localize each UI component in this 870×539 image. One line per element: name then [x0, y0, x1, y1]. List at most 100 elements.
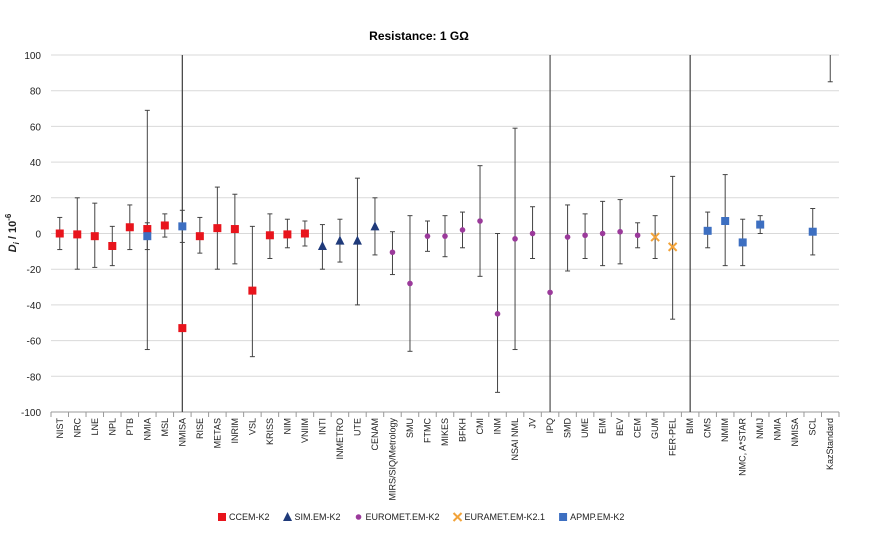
data-point [582, 232, 588, 239]
data-point [90, 232, 99, 241]
x-tick-label: CMI [475, 418, 485, 435]
data-point [529, 230, 536, 237]
x-tick-label: INM [493, 418, 503, 435]
x-axis: NIST NRC LNE NPL PTB NMIA MSL NMISA RISE METAS INR… [50, 412, 840, 501]
data-point [178, 324, 187, 333]
y-axis-label-rest: / 10 [7, 221, 19, 242]
data-point [407, 280, 413, 287]
x-tick-label: VSL [247, 418, 257, 435]
data-point [178, 222, 187, 231]
x-tick-label: NMISA [177, 418, 187, 447]
x-tick-label: FER-PEL [668, 418, 678, 456]
data-point [424, 233, 431, 239]
legend-item: EUROMET.EM-K2 [355, 512, 440, 522]
data-point [125, 223, 134, 232]
data-point [756, 220, 765, 229]
data-point [143, 225, 152, 234]
y-tick-label: 80 [30, 87, 42, 98]
x-tick-label: SMU [405, 418, 415, 438]
legend-label: EUROMET.EM-K2 [366, 512, 440, 522]
data-point [703, 226, 712, 235]
x-tick-label: CENAM [370, 418, 380, 451]
data-point [370, 221, 380, 231]
data-point [634, 232, 641, 239]
x-tick-label: BFKH [458, 418, 468, 442]
x-tick-label: MIRS/SIQ/Metrology [387, 418, 397, 501]
data-point [143, 232, 152, 241]
data-point [650, 232, 660, 242]
legend-item: EURAMET.EM-K2.1 [452, 512, 545, 522]
y-tick-label: 20 [30, 194, 42, 205]
legend-marker [355, 514, 362, 520]
x-tick-label: CMS [703, 418, 713, 438]
y-axis-label-exponent: -6 [4, 213, 13, 221]
x-tick-label: CEM [633, 418, 643, 438]
y-tick-label: -80 [27, 372, 42, 383]
data-point [230, 225, 239, 234]
y-tick-label: -100 [21, 408, 41, 419]
legend-label: APMP.EM-K2 [570, 512, 624, 522]
x-tick-label: GUM [650, 418, 660, 439]
x-tick-label: NMIA [142, 418, 152, 441]
x-tick-label: INMETRO [335, 418, 345, 460]
x-tick-label: NMISA [790, 418, 800, 447]
data-point [547, 289, 553, 296]
x-tick-label: NMIA [773, 418, 783, 441]
legend-marker [283, 512, 293, 521]
data-point [55, 229, 64, 238]
legend-label: SIM.EM-K2 [295, 512, 341, 522]
data-point [512, 236, 518, 242]
x-tick-label: MSL [160, 418, 170, 437]
x-tick-label: NIST [55, 418, 65, 439]
x-tick-label: NPL [107, 418, 117, 436]
x-tick-label: EIM [598, 418, 608, 434]
y-axis-label-main: D [7, 244, 19, 252]
data-point [160, 221, 169, 230]
data-point [477, 218, 483, 224]
x-tick-label: IPQ [545, 418, 555, 434]
error-bar [827, 55, 833, 83]
y-tick-label: 100 [24, 51, 41, 62]
y-tick-label: 60 [30, 122, 42, 133]
data-point [195, 232, 204, 241]
data-point [108, 241, 117, 250]
x-tick-label: METAS [212, 418, 222, 448]
x-tick-label: KRISS [265, 418, 275, 445]
y-tick-label: 0 [35, 230, 41, 241]
legend: CCEM-K2 SIM.EM-K2 EUROMET.EM-K2 EURAMET.EM-… [218, 512, 624, 522]
x-tick-label: NIM [282, 418, 292, 435]
legend-marker [559, 513, 568, 521]
chart-title: Resistance: 1 GΩ [369, 29, 469, 43]
data-point [808, 227, 817, 236]
data-point [494, 311, 501, 317]
x-tick-label: UTE [352, 418, 362, 436]
x-tick-label: NMIM [720, 418, 730, 442]
y-tick-label: -60 [27, 337, 42, 348]
x-tick-label: NRC [72, 418, 82, 438]
y-tick-label: -40 [27, 301, 42, 312]
x-tick-label: JV [528, 418, 538, 429]
data-point [300, 229, 309, 238]
x-tick-label: RISE [195, 418, 205, 439]
y-axis-label: Di / 10-6 [4, 213, 21, 252]
x-tick-label: INTI [317, 418, 327, 435]
legend-item: CCEM-K2 [218, 512, 270, 522]
x-tick-label: BIM [685, 418, 695, 434]
x-tick-label: NSAI NML [510, 418, 520, 461]
data-point [213, 224, 222, 233]
data-point [459, 227, 466, 233]
x-tick-label: NMC, A*STAR [738, 418, 748, 476]
data-point [442, 233, 448, 239]
x-tick-label: SCL [808, 418, 818, 436]
data-point [721, 217, 730, 226]
legend-item: SIM.EM-K2 [283, 512, 341, 522]
y-axis-label-sub: i [12, 241, 21, 244]
x-tick-label: BEV [615, 418, 625, 436]
x-tick-label: INRIM [230, 418, 240, 444]
x-tick-label: MIKES [440, 418, 450, 446]
data-point [283, 230, 292, 239]
data-point [73, 230, 82, 239]
legend-marker [218, 513, 226, 521]
data-point [317, 240, 327, 250]
data-point [352, 235, 362, 245]
